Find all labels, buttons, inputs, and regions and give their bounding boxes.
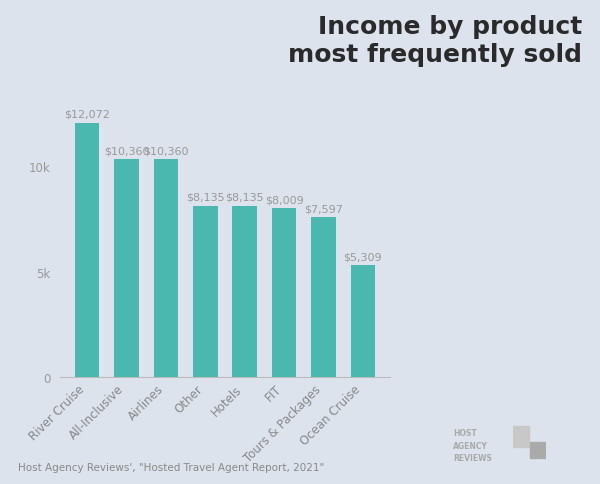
Text: $10,360: $10,360 — [143, 146, 188, 156]
Text: $5,309: $5,309 — [343, 252, 382, 262]
Text: $8,009: $8,009 — [265, 195, 304, 205]
Bar — [193, 206, 218, 378]
Bar — [75, 123, 100, 378]
Bar — [350, 266, 375, 378]
FancyBboxPatch shape — [530, 442, 545, 458]
Bar — [272, 209, 296, 378]
Text: HOST
AGENCY
REVIEWS: HOST AGENCY REVIEWS — [453, 428, 492, 462]
Text: $12,072: $12,072 — [64, 110, 110, 120]
Bar — [115, 160, 139, 378]
Text: Income by product
most frequently sold: Income by product most frequently sold — [288, 15, 582, 67]
FancyBboxPatch shape — [513, 426, 529, 447]
Text: $8,135: $8,135 — [226, 193, 264, 202]
Bar — [232, 206, 257, 378]
Text: $10,360: $10,360 — [104, 146, 149, 156]
Text: $7,597: $7,597 — [304, 204, 343, 214]
Bar — [154, 160, 178, 378]
Text: $8,135: $8,135 — [186, 193, 224, 202]
Bar — [311, 218, 335, 378]
Text: Host Agency Reviews', "Hosted Travel Agent Report, 2021": Host Agency Reviews', "Hosted Travel Age… — [18, 462, 324, 472]
